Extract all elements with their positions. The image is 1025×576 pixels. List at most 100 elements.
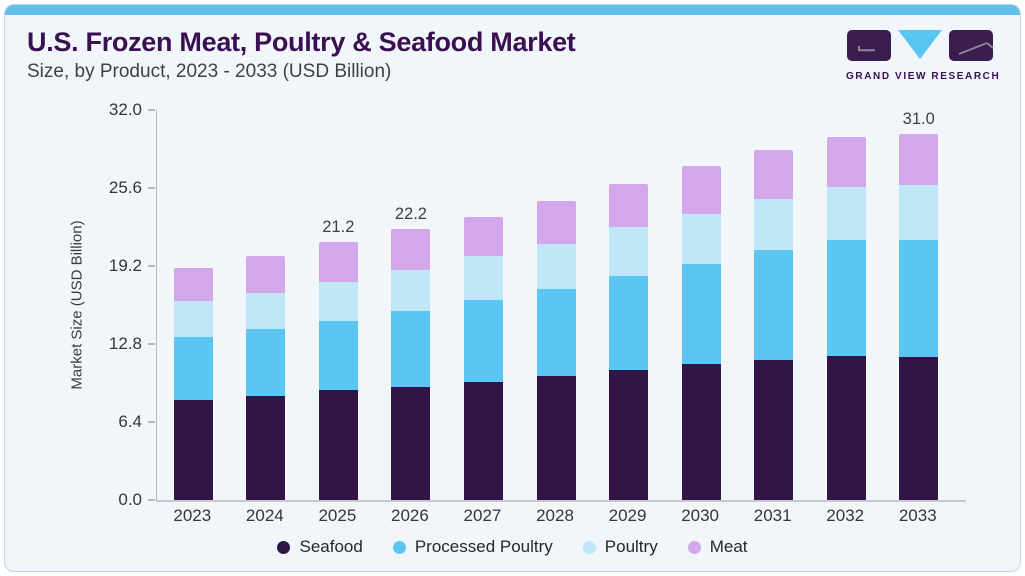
chart-card: U.S. Frozen Meat, Poultry & Seafood Mark… <box>4 4 1021 572</box>
bar-segment-meat <box>173 268 213 302</box>
x-axis-label-2026: 2026 <box>391 506 429 525</box>
bar-segment-processed-poultry <box>754 250 794 360</box>
bar-slot-2031 <box>737 110 810 500</box>
bar-segment-processed-poultry <box>173 336 213 401</box>
legend-label: Meat <box>709 537 748 556</box>
legend: Seafood Processed Poultry Poultry Meat <box>5 537 1020 557</box>
bar-segment-seafood <box>173 400 213 500</box>
y-tick-label: 12.8 <box>108 334 142 353</box>
stacked-bar-2032 <box>826 136 866 500</box>
bar-segment-poultry <box>391 269 431 312</box>
bar-slot-2032 <box>810 110 883 500</box>
bar-total-label-2026: 22.2 <box>394 205 427 224</box>
bar-segment-poultry <box>246 292 286 330</box>
x-axis-label-2027: 2027 <box>463 506 502 525</box>
bar-segment-seafood <box>681 363 721 500</box>
bar-segment-poultry <box>463 256 503 301</box>
legend-item-processed-poultry: Processed Poultry <box>392 537 553 557</box>
x-axis-line <box>156 500 966 502</box>
stacked-bar-2030 <box>681 166 721 500</box>
stacked-bar-2028 <box>536 201 576 500</box>
x-axis-label-2031: 2031 <box>753 506 792 525</box>
bar-slot-2029 <box>592 110 665 500</box>
plot-area: 21.2 22.2 31.0 <box>156 110 955 500</box>
y-tick-mark <box>148 343 155 345</box>
y-tick-label: 6.4 <box>118 412 142 431</box>
bar-segment-seafood <box>754 359 794 500</box>
bar-slot-2030 <box>665 110 738 500</box>
stacked-bar-2031 <box>754 150 794 500</box>
y-tick-label: 25.6 <box>108 178 142 197</box>
bar-segment-poultry <box>681 213 721 264</box>
y-tick-mark <box>148 187 155 189</box>
bar-segment-processed-poultry <box>391 311 431 387</box>
x-axis-label-2024: 2024 <box>245 506 284 525</box>
bar-segment-poultry <box>826 186 866 241</box>
bar-segment-processed-poultry <box>246 329 286 397</box>
bar-slot-2028 <box>520 110 593 500</box>
y-tick-label: 32.0 <box>108 100 142 119</box>
bar-segment-meat <box>391 229 431 270</box>
bar-slot-2026: 22.2 <box>375 110 448 500</box>
bar-segment-meat <box>318 241 358 282</box>
bar-segment-meat <box>609 184 649 227</box>
legend-swatch-icon <box>277 540 291 554</box>
gvr-logo-icon <box>847 30 994 61</box>
y-tick-mark <box>148 265 155 267</box>
bar-segment-seafood <box>609 369 649 500</box>
bar-slot-2025: 21.2 <box>302 110 375 500</box>
bar-total-label-2033: 31.0 <box>902 110 935 128</box>
bar-segment-processed-poultry <box>826 240 866 357</box>
legend-label: Processed Poultry <box>414 537 553 556</box>
bar-segment-processed-poultry <box>609 275 649 370</box>
gvr-logo: GRAND VIEW RESEARCH <box>846 29 1001 82</box>
bar-segment-processed-poultry <box>681 263 721 364</box>
x-axis-label-2033: 2033 <box>898 506 937 525</box>
bar-slot-2023 <box>157 110 230 500</box>
legend-swatch-icon <box>582 540 596 554</box>
legend-item-seafood: Seafood <box>277 537 363 557</box>
bar-segment-seafood <box>463 381 503 500</box>
card-accent-bar <box>5 5 1020 15</box>
bar-segment-poultry <box>173 301 213 337</box>
stacked-bar-2025 <box>318 241 358 500</box>
bar-segment-meat <box>246 256 286 293</box>
y-tick-mark <box>148 499 155 501</box>
bar-segment-seafood <box>899 357 939 500</box>
bar-segment-meat <box>826 136 866 187</box>
legend-swatch-icon <box>687 540 701 554</box>
bar-segment-processed-poultry <box>536 289 576 376</box>
bar-segment-processed-poultry <box>463 300 503 382</box>
gvr-logo-text: GRAND VIEW RESEARCH <box>846 71 1001 82</box>
bar-segment-processed-poultry <box>318 320 358 391</box>
bar-segment-meat <box>463 217 503 257</box>
x-axis-label-2028: 2028 <box>536 506 574 525</box>
bar-segment-seafood <box>826 356 866 500</box>
bar-segment-poultry <box>754 198 794 251</box>
legend-item-poultry: Poultry <box>582 537 658 557</box>
bar-segment-poultry <box>536 244 576 290</box>
bar-segment-seafood <box>246 396 286 500</box>
bar-slot-2033: 31.0 <box>882 110 955 500</box>
stacked-bar-2023 <box>173 268 213 500</box>
bar-segment-meat <box>536 201 576 245</box>
page-subtitle: Size, by Product, 2023 - 2033 (USD Billi… <box>27 61 392 82</box>
stacked-bar-2024 <box>246 256 286 500</box>
bar-segment-meat <box>754 150 794 199</box>
stacked-bar-2029 <box>609 184 649 500</box>
bar-segment-meat <box>681 166 721 214</box>
y-tick-mark <box>148 421 155 423</box>
x-axis-label-2032: 2032 <box>826 506 865 525</box>
y-axis-title: Market Size (USD Billion) <box>68 220 86 390</box>
stacked-bar-2033 <box>899 134 939 500</box>
bar-segment-seafood <box>536 375 576 500</box>
bar-segment-poultry <box>609 227 649 276</box>
bar-slot-2027 <box>447 110 520 500</box>
bars-container: 21.2 22.2 31.0 <box>157 110 955 500</box>
stacked-bar-2026 <box>391 229 431 500</box>
bar-total-label-2025: 21.2 <box>322 217 355 236</box>
y-tick-label: 19.2 <box>108 256 142 275</box>
legend-label: Seafood <box>299 537 363 556</box>
y-tick-label: 0.0 <box>118 490 142 509</box>
x-axis-labels: 2023 2024 2025 2026 2027 2028 2029 2030 2031 2032… <box>156 506 954 526</box>
